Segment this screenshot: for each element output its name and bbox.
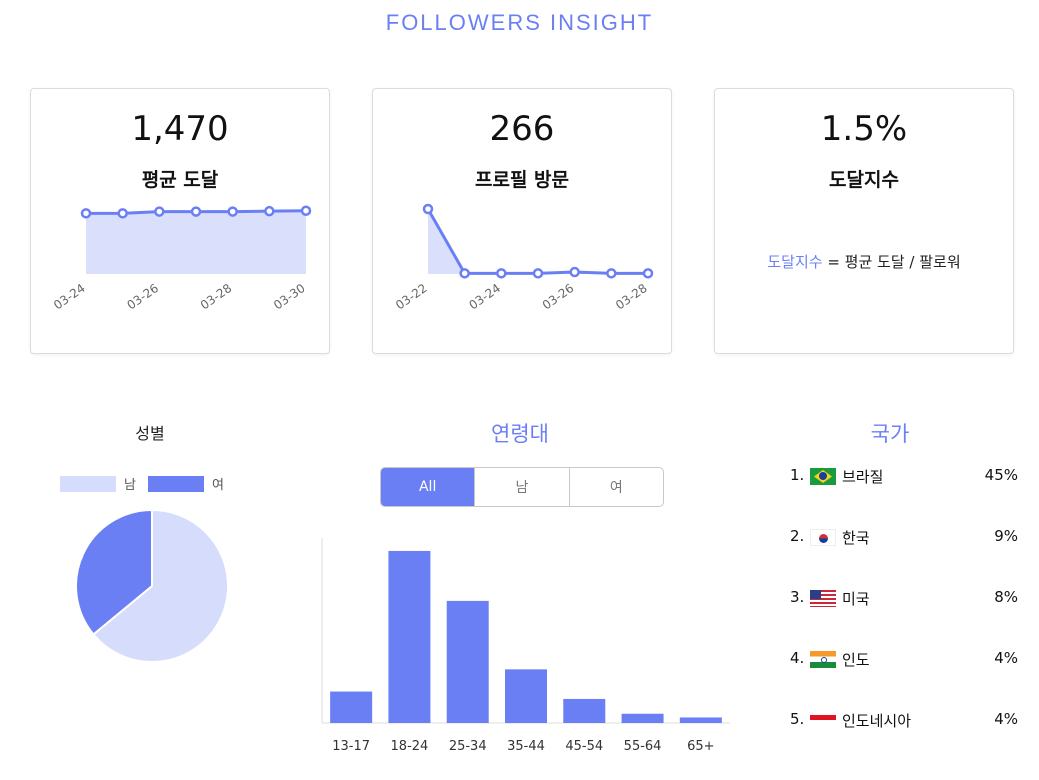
profile-visits-chart: 03-22 03-24 03-26 03-28 <box>393 203 654 312</box>
tick-label: 65+ <box>687 739 714 754</box>
avg-reach-label: 평균 도달 <box>141 169 219 191</box>
data-point <box>80 208 92 219</box>
legend-swatch-male <box>60 475 116 492</box>
area-fill <box>86 210 306 274</box>
korea-flag-icon <box>810 529 836 546</box>
tick-label: 03-24 <box>466 281 503 312</box>
data-point <box>300 205 312 216</box>
tab-female[interactable]: 여 <box>609 480 623 496</box>
profile-visits-label: 프로필 방문 <box>474 169 569 191</box>
bar-25-34 <box>446 600 489 723</box>
data-point <box>569 266 580 278</box>
page-title: FOLLOWERS INSIGHT <box>385 10 654 35</box>
country-rank: 5. <box>790 710 805 728</box>
reach-index-label: 도달지수 <box>829 169 899 191</box>
data-point <box>227 206 238 217</box>
legend-item-male[interactable]: 남 <box>60 474 136 493</box>
tick-label: 13-17 <box>332 739 370 754</box>
legend-item-female[interactable]: 여 <box>147 474 224 493</box>
data-point <box>264 205 275 217</box>
bar-18-24 <box>388 550 431 723</box>
country-pct: 4% <box>994 649 1018 667</box>
data-point <box>606 268 617 279</box>
country-pct: 4% <box>994 710 1018 728</box>
country-title: 국가 <box>870 422 910 446</box>
usa-flag-icon <box>810 590 836 607</box>
reach-index-card: 1.5% 도달지수 도달지수 = 평균 도달 / 팔로워 <box>714 88 1014 354</box>
reach-index-value: 1.5% <box>820 109 908 149</box>
legend-swatch-female <box>147 475 204 492</box>
age-title: 연령대 <box>491 422 549 446</box>
legend-label-female: 여 <box>211 478 224 493</box>
series-line <box>426 208 648 275</box>
gender-pie-chart <box>75 508 229 663</box>
bar-55-64 <box>621 713 664 723</box>
country-name: 미국 <box>842 590 870 608</box>
age-tabs: All 남 여 <box>380 467 664 507</box>
tick-label: 35-44 <box>507 739 545 754</box>
country-rank: 4. <box>790 649 805 667</box>
formula-expression: = 평균 도달 / 팔로워 <box>822 253 961 271</box>
country-name: 인도 <box>842 651 870 669</box>
tick-label: 03-28 <box>613 281 650 312</box>
tab-all[interactable]: All <box>381 468 476 506</box>
profile-visits-value: 266 <box>489 109 555 149</box>
country-rank: 3. <box>790 588 805 606</box>
list-item: 2. 한국 9% <box>790 527 1030 588</box>
brazil-flag-icon <box>810 468 836 485</box>
gender-legend: 남 여 <box>60 474 236 493</box>
tick-label: 03-24 <box>51 281 88 312</box>
tab-male[interactable]: 남 <box>475 468 570 506</box>
country-pct: 9% <box>994 527 1018 545</box>
bar-13-17 <box>330 691 373 723</box>
tick-label: 03-26 <box>540 281 577 312</box>
list-item: 4. 인도 4% <box>790 649 1030 710</box>
country-name: 브라질 <box>842 468 884 486</box>
india-flag-icon <box>810 651 836 668</box>
data-point <box>422 203 434 215</box>
avg-reach-card: 1,470 평균 도달 03-24 03-26 03-28 03-30 <box>30 88 330 354</box>
tick-label: 03-26 <box>124 281 161 312</box>
data-point <box>154 206 165 217</box>
pie-slice-남 <box>92 508 229 663</box>
formula-term: 도달지수 <box>767 253 823 271</box>
tick-label: 03-22 <box>393 281 430 312</box>
country-pct: 8% <box>994 588 1018 606</box>
area-fill <box>428 209 648 274</box>
avg-reach-value: 1,470 <box>131 109 229 149</box>
profile-visits-card: 266 프로필 방문 03-22 03-24 03-26 03-28 <box>372 88 672 354</box>
tick-label: 18-24 <box>391 739 429 754</box>
country-rank: 1. <box>790 466 805 484</box>
tick-label: 03-28 <box>198 281 235 312</box>
tick-label: 03-30 <box>271 281 308 312</box>
country-list: 1. 브라질 45% 2. 한국 9% 3. 미국 8% 4. 인도 4% 5.… <box>790 466 1030 771</box>
tick-label: 45-54 <box>565 739 603 754</box>
data-point <box>532 268 544 279</box>
tick-label: 55-64 <box>624 739 662 754</box>
indonesia-flag-icon <box>810 715 836 725</box>
bar-65+ <box>679 717 722 723</box>
age-bar-chart: 13-17 18-24 25-34 35-44 45-54 55-64 65+ <box>321 538 730 754</box>
gender-title: 성별 <box>135 424 165 443</box>
list-item: 3. 미국 8% <box>790 588 1030 649</box>
data-point <box>496 268 507 279</box>
reach-index-formula: 도달지수 = 평균 도달 / 팔로워 <box>715 251 1013 272</box>
bar-35-44 <box>505 669 547 723</box>
tick-label: 25-34 <box>449 739 487 754</box>
country-pct: 45% <box>984 466 1018 484</box>
data-point <box>642 268 654 279</box>
data-point <box>117 208 128 219</box>
list-item: 1. 브라질 45% <box>790 466 1030 527</box>
bar-45-54 <box>563 698 606 723</box>
country-rank: 2. <box>790 527 805 545</box>
avg-reach-chart: 03-24 03-26 03-28 03-30 <box>51 205 312 312</box>
pie-slice-여 <box>75 508 153 636</box>
data-point <box>459 268 470 279</box>
data-point <box>190 206 202 217</box>
country-name: 인도네시아 <box>842 712 912 730</box>
legend-label-male: 남 <box>124 478 136 493</box>
country-name: 한국 <box>842 529 870 547</box>
list-item: 5. 인도네시아 4% <box>790 710 1030 771</box>
